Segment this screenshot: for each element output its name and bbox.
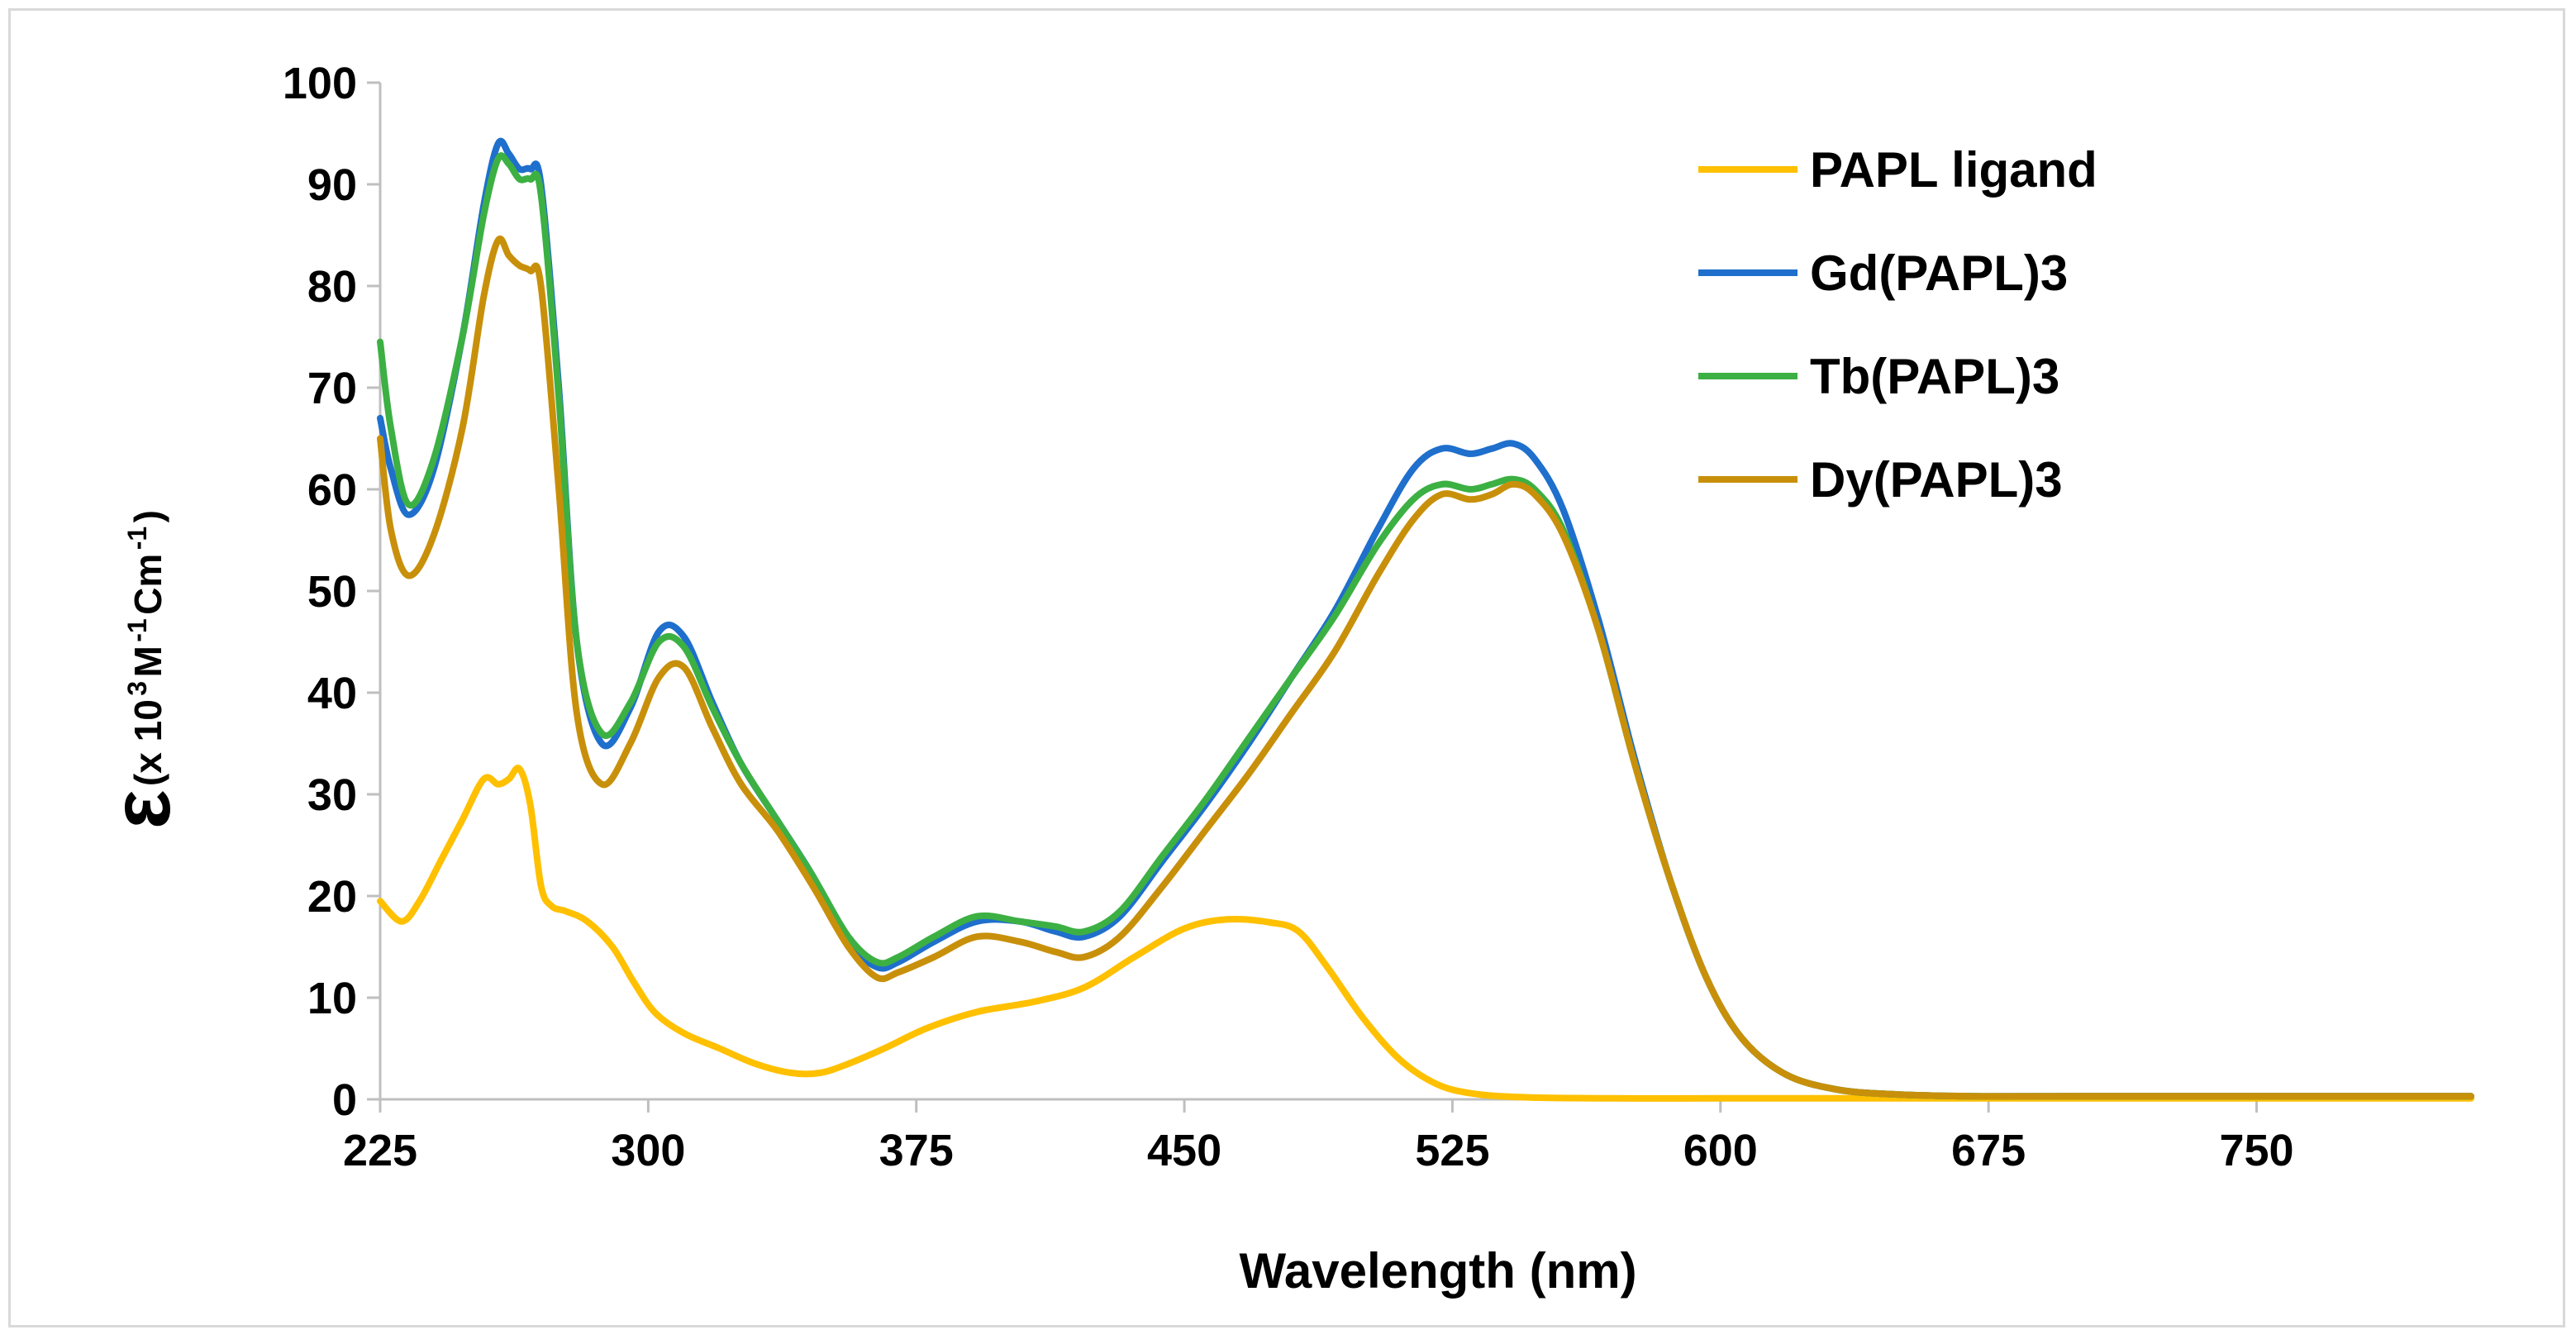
y-tick-label: 20 xyxy=(307,872,357,922)
y-axis-label-unit-m: M xyxy=(126,646,169,677)
y-axis-label-prefix: (x 10 xyxy=(126,699,169,786)
x-tick-label: 750 xyxy=(2219,1126,2293,1175)
series-line-tb-papl-3 xyxy=(377,152,2474,1100)
x-axis-label: Wavelength (nm) xyxy=(1239,1243,1636,1299)
y-axis-label-sup-exponent: 3 xyxy=(122,681,152,696)
y-tick-label: 50 xyxy=(307,567,357,617)
y-axis-label-sup-m: -1 xyxy=(122,618,152,641)
series-line-dy-papl-3 xyxy=(377,235,2474,1100)
y-tick-label: 60 xyxy=(307,465,357,515)
y-tick-label: 10 xyxy=(307,974,357,1023)
svg-text:ε (x 10 3 M: ε (x 10 3 M -1 Cm -1 ) xyxy=(95,510,188,829)
legend-label-tb-papl-3: Tb(PAPL)3 xyxy=(1810,349,2059,404)
series-lines xyxy=(377,137,2474,1102)
y-axis-label-suffix: ) xyxy=(126,510,169,522)
chart-frame xyxy=(8,8,2565,1327)
y-tick-label: 90 xyxy=(307,160,357,210)
legend-label-gd-papl-3: Gd(PAPL)3 xyxy=(1810,245,2068,301)
y-tick-label: 30 xyxy=(307,770,357,820)
y-tick-label: 100 xyxy=(283,59,357,108)
x-tick-label: 300 xyxy=(611,1126,685,1175)
x-tick-label: 450 xyxy=(1147,1126,1221,1175)
y-ticks: 0 10 20 30 40 50 60 70 80 90 100 xyxy=(283,59,380,1125)
series-line-gd-papl-3 xyxy=(377,137,2474,1100)
y-tick-label: 40 xyxy=(307,669,357,718)
plot-area: 0 10 20 30 40 50 60 70 80 90 100 225 300 375 450 525 60… xyxy=(283,59,2474,1175)
x-tick-label: 525 xyxy=(1415,1126,1489,1175)
y-axis-label-unit-cm: Cm xyxy=(126,554,169,615)
legend-label-papl-ligand: PAPL ligand xyxy=(1810,142,2097,198)
y-tick-label: 70 xyxy=(307,364,357,413)
legend-label-dy-papl-3: Dy(PAPL)3 xyxy=(1810,452,2063,508)
y-tick-label: 80 xyxy=(307,262,357,312)
x-tick-label: 675 xyxy=(1951,1126,2026,1175)
y-axis-label-sup-cm: -1 xyxy=(122,527,152,550)
y-axis-label-symbol: ε xyxy=(95,790,188,829)
y-axis-label: ε (x 10 3 M -1 Cm -1 ) xyxy=(95,510,188,829)
x-tick-label: 225 xyxy=(343,1126,417,1175)
y-tick-label: 0 xyxy=(332,1075,357,1125)
x-tick-label: 600 xyxy=(1683,1126,1758,1175)
x-ticks: 225 300 375 450 525 600 675 750 xyxy=(343,1099,2294,1175)
x-tick-label: 375 xyxy=(879,1126,954,1175)
series-line-papl-ligand xyxy=(377,765,2474,1102)
legend: PAPL ligand Gd(PAPL)3 Tb(PAPL)3 Dy(PAPL)3 xyxy=(1698,142,2097,508)
